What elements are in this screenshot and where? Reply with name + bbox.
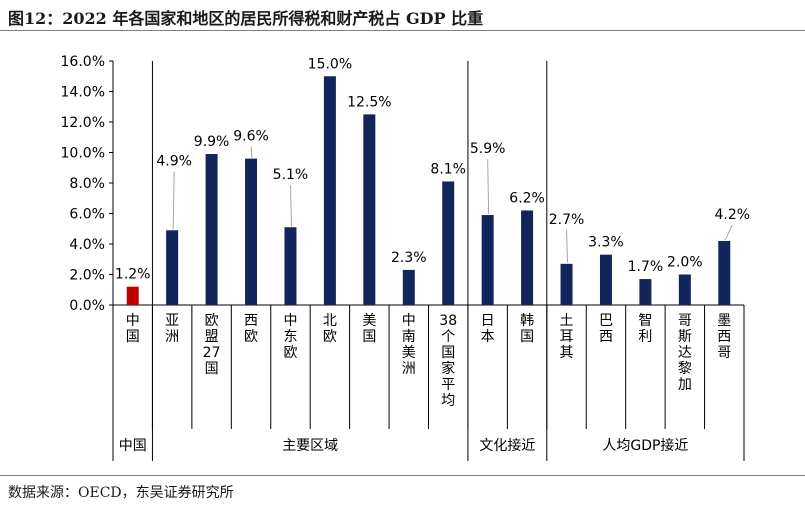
bar-13 (639, 279, 652, 305)
data-label: 2.0% (667, 255, 703, 271)
bar-9 (481, 215, 494, 305)
data-label-callout (172, 171, 175, 230)
title-divider (0, 30, 805, 31)
y-tick-label: 16.0% (61, 54, 105, 70)
chart-title: 图12：2022 年各国家和地区的居民所得税和财产税占 GDP 比重 (8, 9, 484, 28)
category-label: 韩国 (520, 313, 534, 345)
y-tick-label: 0.0% (69, 298, 105, 314)
y-tick-label: 10.0% (61, 146, 105, 162)
data-label-layer: 1.2% 4.9%9.9% 9.6% 5.1% 15.0% 12.5% 2.3% 8.1%5.… (115, 56, 750, 282)
data-label: 4.2% (714, 207, 750, 223)
y-tick-label: 2.0% (69, 268, 105, 284)
y-tick-label: 8.0% (69, 176, 105, 192)
category-label: 中国 (126, 313, 140, 345)
data-label: 15.0% (308, 56, 352, 72)
bar-8 (442, 181, 455, 305)
data-label-callout (487, 159, 490, 215)
bar-3 (245, 158, 258, 305)
data-label: 8.1% (430, 161, 466, 177)
y-tick-label: 6.0% (69, 207, 105, 223)
data-label: 5.1% (273, 167, 309, 183)
category-label: 北欧 (323, 313, 337, 345)
bar-12 (599, 254, 612, 305)
category-label: 亚洲 (165, 313, 179, 345)
category-label: 欧盟 27 国 (203, 313, 221, 377)
bar-11 (560, 263, 573, 305)
data-label: 4.9% (156, 153, 192, 169)
data-label: 9.9% (194, 134, 230, 150)
data-label: 12.5% (347, 94, 391, 110)
data-label: 2.3% (391, 250, 427, 266)
data-label: 1.2% (115, 267, 151, 283)
data-label: 3.3% (588, 235, 624, 251)
group-label: 文化接近 (479, 437, 535, 454)
category-label: 中东欧 (283, 313, 297, 361)
bar-6 (363, 114, 376, 305)
data-label: 6.2% (509, 190, 545, 206)
data-label: 1.7% (628, 259, 664, 275)
data-label: 9.6% (233, 129, 269, 145)
category-label: 土耳其 (560, 313, 574, 361)
data-label-callout (566, 229, 569, 263)
group-label: 中国 (119, 438, 147, 454)
category-label: 哥斯达黎加 (678, 313, 692, 393)
y-tick-label: 4.0% (69, 237, 105, 253)
bar-chart: 0.0% 2.0% 4.0% 6.0% 8.0% 10.0% 12.0% 14.0% 16.0%… (61, 54, 750, 461)
category-label: 美国 (362, 313, 376, 345)
bar-1 (166, 230, 179, 305)
data-label: 2.7% (549, 212, 585, 228)
data-label-callout (289, 185, 292, 227)
category-label: 巴西 (599, 313, 613, 345)
bar-10 (521, 210, 534, 305)
source-note: 数据来源：OECD，东吴证券研究所 (8, 485, 234, 501)
data-label-callout (250, 146, 253, 158)
y-tick-label: 14.0% (61, 85, 105, 101)
y-tick-label: 12.0% (61, 115, 105, 131)
group-label: 人均GDP接近 (602, 437, 688, 454)
bar-15 (718, 240, 731, 305)
bar-layer (126, 76, 731, 305)
data-label-callout (724, 224, 733, 241)
bar-0 (126, 286, 139, 305)
group-label: 主要区域 (282, 438, 338, 454)
bar-14 (678, 274, 691, 305)
data-label: 5.9% (470, 141, 506, 157)
category-label: 西欧 (244, 313, 258, 345)
bar-4 (284, 227, 297, 305)
bar-7 (402, 269, 415, 305)
category-label: 38 个国家平均 (439, 313, 457, 409)
category-label: 中南美洲 (402, 313, 416, 377)
footer-divider (0, 475, 805, 476)
axis-layer: 0.0% 2.0% 4.0% 6.0% 8.0% 10.0% 12.0% 14.0% 16.0% (61, 54, 745, 461)
category-label: 日本 (481, 313, 495, 345)
bar-5 (323, 76, 336, 305)
category-label: 智利 (638, 313, 652, 345)
bar-2 (205, 154, 218, 305)
group-label-layer: 中国 主要区域 文化接近 人均GDP接近 (119, 437, 689, 454)
category-label: 墨西哥 (717, 313, 731, 361)
